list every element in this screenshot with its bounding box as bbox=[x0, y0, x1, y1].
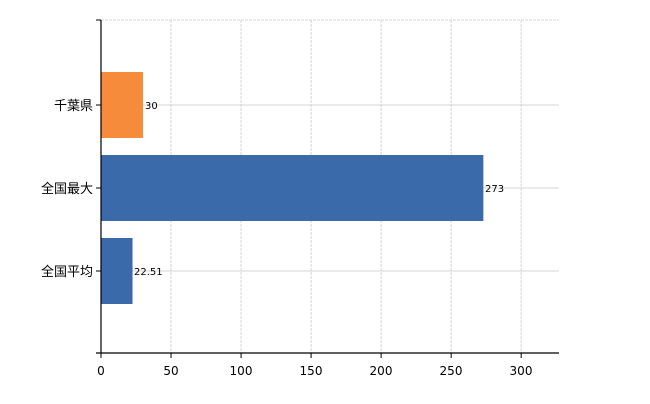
x-tick-labels: 0 50 100 150 200 250 300 bbox=[97, 364, 532, 378]
bar-2 bbox=[101, 155, 484, 221]
x-tick-label: 150 bbox=[300, 364, 323, 378]
x-tick-label: 250 bbox=[440, 364, 463, 378]
data-label: 22.51 bbox=[134, 267, 163, 278]
x-tick-label: 100 bbox=[230, 364, 253, 378]
bars bbox=[101, 72, 484, 304]
y-tick-labels: 千葉県 全国最大 全国平均 bbox=[41, 99, 93, 280]
y-tick-label: 全国平均 bbox=[41, 264, 93, 280]
axes bbox=[96, 19, 559, 358]
bar-1 bbox=[101, 72, 144, 138]
x-tick-label: 200 bbox=[370, 364, 393, 378]
data-label: 273 bbox=[485, 184, 504, 195]
y-tick-label: 千葉県 bbox=[54, 99, 93, 114]
x-tick-label: 50 bbox=[163, 364, 178, 378]
data-label: 30 bbox=[145, 101, 158, 112]
bar-3 bbox=[101, 238, 133, 304]
data-labels: 30 273 22.51 bbox=[134, 101, 504, 278]
y-tick-label: 全国最大 bbox=[41, 181, 93, 197]
x-tick-label: 0 bbox=[97, 364, 105, 378]
x-tick-label: 300 bbox=[510, 364, 533, 378]
